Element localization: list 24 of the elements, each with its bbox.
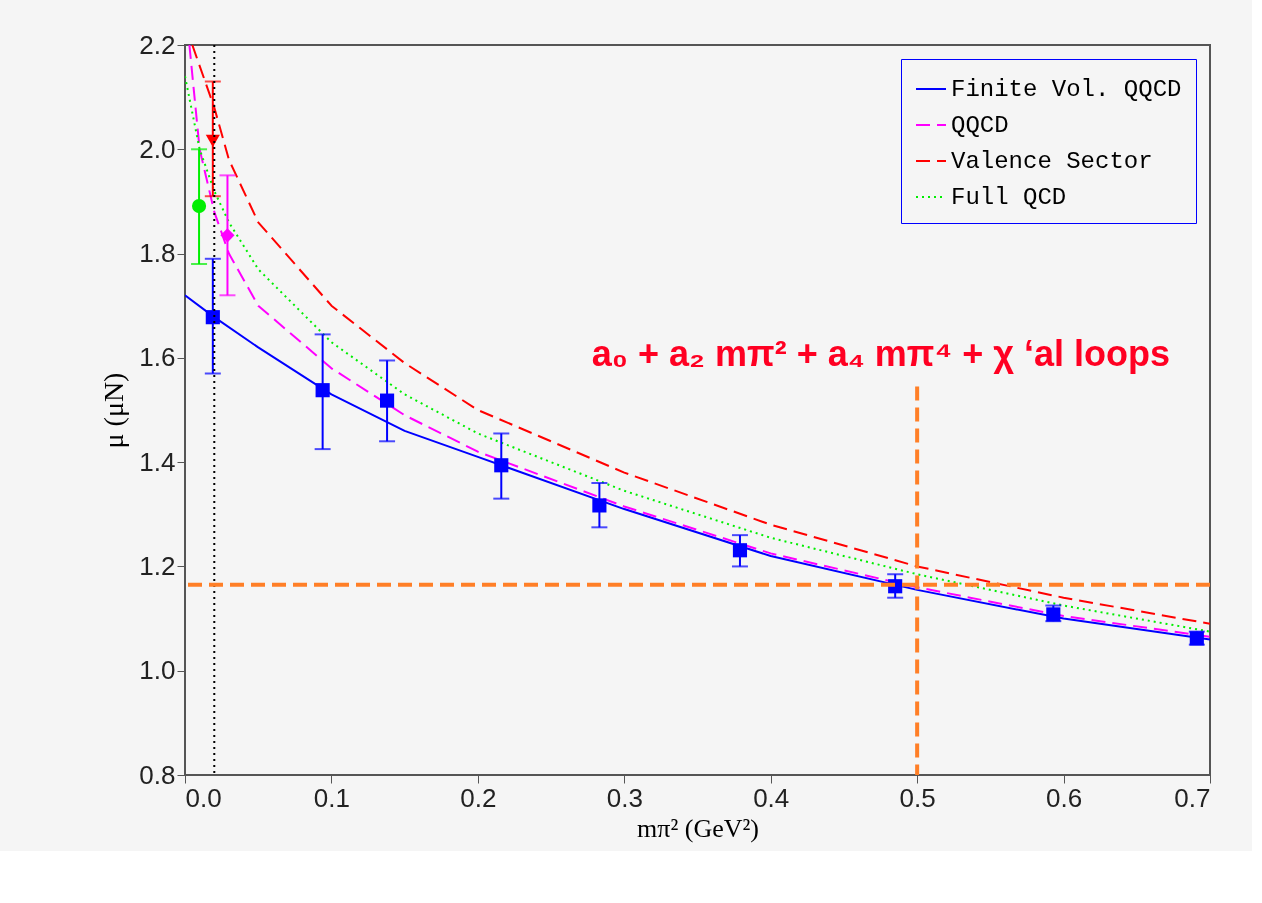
legend-label: Finite Vol. QQCD <box>951 76 1182 103</box>
y-axis-title: μ (μN) <box>98 372 130 449</box>
legend-label: Full QCD <box>951 184 1067 211</box>
x-tick-label: 0.1 <box>313 782 351 813</box>
line-series <box>185 294 1210 641</box>
y-tick-label: 1.0 <box>139 655 176 686</box>
x-tick-label: 0.0 <box>185 782 222 813</box>
y-tick-label: 0.8 <box>139 759 176 790</box>
y-tick-label: 2.0 <box>139 133 176 164</box>
y-tick-label: 2.2 <box>139 29 176 60</box>
y-tick-label: 1.4 <box>139 446 176 477</box>
x-tick-label: 0.7 <box>1174 782 1211 813</box>
x-tick-label: 0.2 <box>460 782 497 813</box>
legend-label: QQCD <box>951 112 1009 139</box>
legend-label: Valence Sector <box>951 148 1153 175</box>
x-tick-label: 0.6 <box>1045 782 1083 813</box>
x-tick-label: 0.5 <box>899 782 936 813</box>
x-tick-label: 0.3 <box>606 782 643 813</box>
x-tick-label: 0.4 <box>753 782 790 813</box>
x-axis-title: mπ² (GeV²) <box>637 813 759 843</box>
y-tick-label: 1.2 <box>139 550 176 581</box>
y-tick-label: 1.6 <box>139 342 176 373</box>
y-tick-label: 1.8 <box>139 238 176 269</box>
annotation: a₀ + a₂ mπ² + a₄ mπ⁴ + χ ‘al loops <box>591 333 1170 374</box>
